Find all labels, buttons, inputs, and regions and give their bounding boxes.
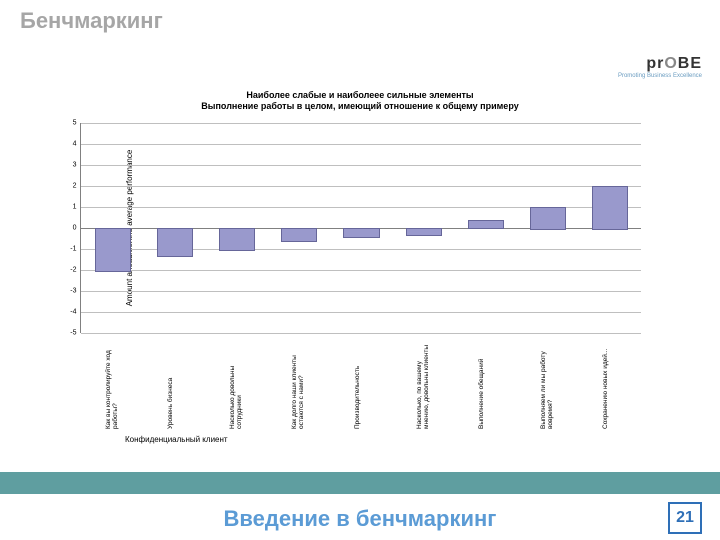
x-category-label: Сохранению новых идей... (603, 339, 610, 429)
logo-tagline: Promoting Business Excellence (618, 73, 702, 79)
chart-bar (95, 228, 131, 272)
y-tick-label: -2 (59, 266, 77, 273)
x-category-label: Уровень бизнеса (168, 339, 175, 429)
gridline (81, 333, 641, 334)
chart-bar (343, 228, 379, 238)
x-category-label: Как долго наши клиенты остаются с нами? (292, 339, 306, 429)
chart-container: Наиболее слабые и наиболеее сильные элем… (40, 90, 680, 450)
y-tick-label: -1 (59, 245, 77, 252)
chart-title-line1: Наиболее слабые и наиболеее сильные элем… (40, 90, 680, 101)
y-tick-label: -3 (59, 287, 77, 294)
y-tick-label: 1 (59, 203, 77, 210)
y-tick-label: -4 (59, 308, 77, 315)
y-tick-label: 3 (59, 161, 77, 168)
chart-bar (530, 207, 566, 230)
gridline (81, 270, 641, 271)
gridline (81, 291, 641, 292)
x-category-label: Насколько довольны сотрудники (230, 339, 244, 429)
chart-bar (157, 228, 193, 257)
chart-title: Наиболее слабые и наиболеее сильные элем… (40, 90, 680, 113)
page-number-badge: 21 (668, 502, 702, 534)
chart-bar (592, 186, 628, 230)
y-tick-label: 2 (59, 182, 77, 189)
y-tick-label: 0 (59, 224, 77, 231)
gridline (81, 186, 641, 187)
footer-text: Введение в бенчмаркинг (0, 506, 720, 532)
y-tick-label: 4 (59, 140, 77, 147)
chart-bar (468, 220, 504, 229)
x-category-label: Выполняем ли мы работу вовремя? (541, 339, 555, 429)
gridline (81, 123, 641, 124)
page-title: Бенчмаркинг (20, 8, 163, 34)
chart-plot-area: Amount ahead/behind average performance … (80, 123, 641, 333)
logo: prOBE Promoting Business Excellence (618, 55, 702, 79)
x-category-label: Насколько, по вашему мнению, довольны кл… (417, 339, 431, 429)
x-category-label: Выполнение обещаний (479, 339, 486, 429)
x-category-label: Производительность (355, 339, 362, 429)
chart-footnote-left: Конфиденциальный клиент (125, 435, 228, 444)
chart-bar (406, 228, 442, 236)
chart-bar (281, 228, 317, 243)
page: Бенчмаркинг prOBE Promoting Business Exc… (0, 0, 720, 540)
footer-band (0, 472, 720, 494)
logo-text: prOBE (618, 55, 702, 73)
x-category-label: Как вы контролируйте ход работы? (106, 339, 120, 429)
gridline (81, 165, 641, 166)
gridline (81, 144, 641, 145)
chart-bar (219, 228, 255, 251)
chart-title-line2: Выполнение работы в целом, имеющий отнош… (40, 101, 680, 112)
y-tick-label: 5 (59, 119, 77, 126)
gridline (81, 312, 641, 313)
y-tick-label: -5 (59, 329, 77, 336)
